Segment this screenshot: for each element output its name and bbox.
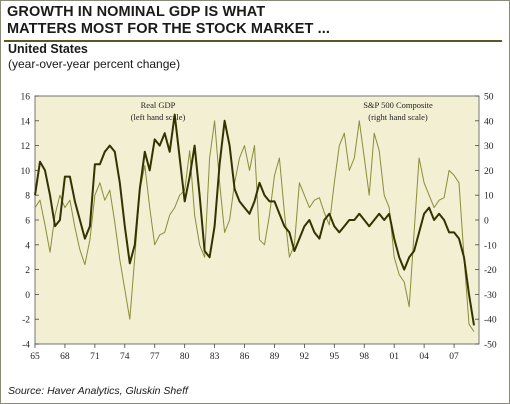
chart-title: GROWTH IN NOMINAL GDP IS WHAT MATTERS MO… <box>7 4 503 38</box>
right-axis-tick-label: 40 <box>484 117 494 127</box>
x-axis-tick-label: 65 <box>30 352 40 362</box>
x-axis-tick-label: 89 <box>270 352 280 362</box>
x-axis-tick-label: 68 <box>60 352 70 362</box>
right-axis-tick-label: -30 <box>484 291 497 301</box>
x-axis-tick-label: 98 <box>360 352 370 362</box>
sp500-series-line <box>34 120 475 332</box>
x-axis-tick-label: 71 <box>90 352 100 362</box>
title-line-2: MATTERS MOST FOR THE STOCK MARKET ... <box>7 21 330 37</box>
left-axis-tick-label: 4 <box>25 241 30 251</box>
left-axis-tick-label: 0 <box>25 291 30 301</box>
left-axis-tick-label: 14 <box>21 117 31 127</box>
sp500-annotation: S&P 500 Composite <box>363 100 433 110</box>
x-axis-tick-label: 86 <box>240 352 250 362</box>
units-label: (year-over-year percent change) <box>8 57 181 71</box>
right-axis-tick-label: -20 <box>484 266 497 276</box>
x-axis-tick-label: 92 <box>300 352 310 362</box>
right-axis-tick-label: -10 <box>484 241 497 251</box>
x-axis-tick-label: 80 <box>180 352 190 362</box>
real-gdp-annotation: Real GDP <box>141 100 176 110</box>
x-axis-tick-label: 83 <box>210 352 220 362</box>
x-axis-tick-label: 04 <box>419 352 429 362</box>
source-note: Source: Haver Analytics, Gluskin Sheff <box>8 385 188 397</box>
title-line-1: GROWTH IN NOMINAL GDP IS WHAT <box>7 4 266 20</box>
country-label: United States <box>8 42 88 56</box>
left-axis-tick-label: 10 <box>21 167 31 177</box>
left-axis-tick-label: -2 <box>22 316 30 326</box>
sp500-annotation-scale: (right hand scale) <box>368 112 428 122</box>
real-gdp-annotation-scale: (left hand scale) <box>131 112 186 122</box>
line-chart: 1614121086420-2-450403020100-10-20-30-40… <box>21 93 497 363</box>
left-axis-tick-label: -4 <box>22 341 30 351</box>
right-axis-tick-label: 30 <box>484 142 494 152</box>
plot-area <box>34 95 480 345</box>
left-axis-tick-label: 8 <box>25 192 30 202</box>
right-axis-tick-label: 50 <box>484 93 494 103</box>
x-axis-tick-label: 74 <box>120 352 130 362</box>
right-axis-tick-label: 20 <box>484 167 494 177</box>
title-rule <box>4 40 502 42</box>
right-axis-tick-label: -50 <box>484 341 497 351</box>
left-axis-tick-label: 2 <box>25 266 30 276</box>
left-axis-tick-label: 6 <box>25 217 30 227</box>
x-axis-tick-label: 77 <box>150 352 160 362</box>
left-axis-tick-label: 12 <box>21 142 31 152</box>
x-axis-tick-label: 01 <box>389 352 399 362</box>
real-gdp-series-line <box>34 113 475 326</box>
right-axis-tick-label: -40 <box>484 316 497 326</box>
x-axis-tick-label: 95 <box>330 352 340 362</box>
right-axis-tick-label: 0 <box>484 217 489 227</box>
right-axis-tick-label: 10 <box>484 192 494 202</box>
x-axis-tick-label: 07 <box>449 352 459 362</box>
left-axis-tick-label: 16 <box>21 93 31 103</box>
